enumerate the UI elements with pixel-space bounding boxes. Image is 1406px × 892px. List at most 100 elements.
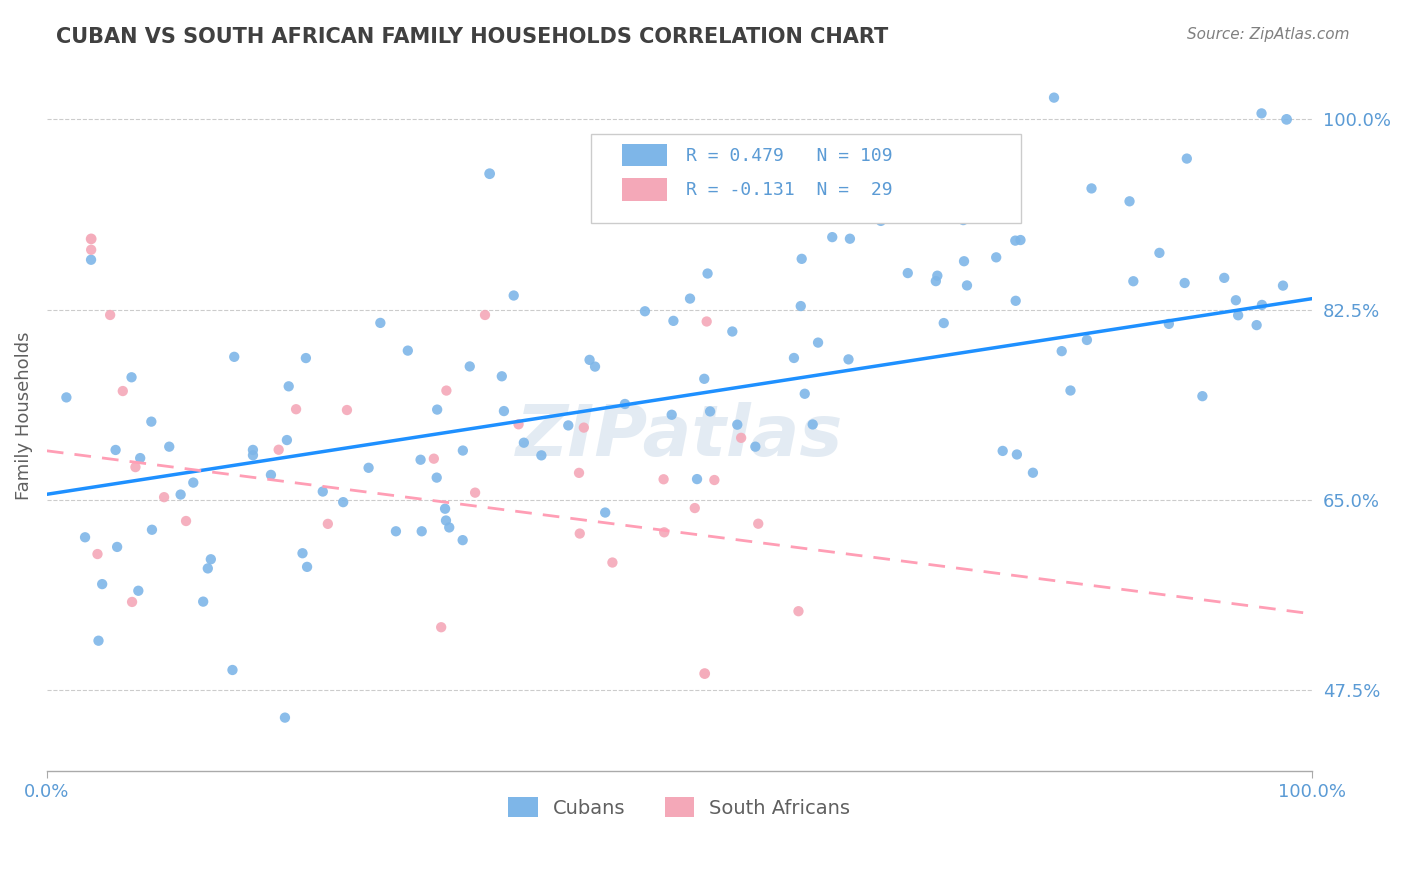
Point xyxy=(1149,245,1171,260)
Point xyxy=(181,475,204,490)
Point xyxy=(124,460,146,475)
Point xyxy=(1227,308,1250,322)
Point xyxy=(790,299,813,313)
Point xyxy=(927,268,949,283)
Point xyxy=(491,369,513,384)
Point xyxy=(1005,448,1028,462)
Point xyxy=(602,556,624,570)
Point xyxy=(568,526,591,541)
Point xyxy=(274,711,297,725)
Point xyxy=(838,232,860,246)
Point xyxy=(267,442,290,457)
Legend: Cubans, South Africans: Cubans, South Africans xyxy=(501,789,858,826)
Point xyxy=(679,292,702,306)
Point xyxy=(426,402,449,417)
Point xyxy=(790,252,813,266)
Point xyxy=(652,525,675,540)
Point xyxy=(121,595,143,609)
Point xyxy=(725,417,748,432)
Text: ZIPatlas: ZIPatlas xyxy=(516,402,844,471)
Point xyxy=(693,372,716,386)
Point xyxy=(1250,106,1272,120)
Point xyxy=(153,490,176,504)
Point xyxy=(1213,271,1236,285)
Point xyxy=(141,415,163,429)
Point xyxy=(73,530,96,544)
Point xyxy=(662,314,685,328)
Point xyxy=(1225,293,1247,308)
Point xyxy=(492,404,515,418)
Point xyxy=(312,484,335,499)
Point xyxy=(1275,112,1298,127)
Point xyxy=(530,448,553,462)
Point xyxy=(801,417,824,432)
Point xyxy=(121,370,143,384)
Point xyxy=(91,577,114,591)
Point xyxy=(111,384,134,398)
Point xyxy=(696,314,718,328)
Point xyxy=(661,408,683,422)
Point xyxy=(276,433,298,447)
Point xyxy=(1174,276,1197,290)
Point xyxy=(1157,317,1180,331)
Point xyxy=(127,583,149,598)
Point xyxy=(357,460,380,475)
Point xyxy=(474,308,496,322)
FancyBboxPatch shape xyxy=(623,144,666,167)
Point xyxy=(1191,389,1213,403)
Point xyxy=(513,435,536,450)
Point xyxy=(693,666,716,681)
Point xyxy=(1122,274,1144,288)
Point xyxy=(332,495,354,509)
Point xyxy=(1059,384,1081,398)
Point xyxy=(336,403,359,417)
Point xyxy=(291,546,314,560)
Point xyxy=(434,384,457,398)
Point xyxy=(837,352,859,367)
Point xyxy=(105,540,128,554)
Point xyxy=(197,561,219,575)
Point xyxy=(991,444,1014,458)
Point xyxy=(1246,318,1268,332)
Point xyxy=(87,633,110,648)
Point xyxy=(458,359,481,374)
Point xyxy=(502,288,524,302)
Point xyxy=(952,213,974,227)
Point xyxy=(744,440,766,454)
Point xyxy=(104,442,127,457)
Point xyxy=(925,274,948,288)
Point xyxy=(652,472,675,486)
Point xyxy=(634,304,657,318)
Point xyxy=(169,487,191,501)
Point xyxy=(1004,293,1026,308)
Point xyxy=(242,448,264,462)
Point xyxy=(730,431,752,445)
Point xyxy=(557,418,579,433)
Point xyxy=(1251,298,1274,312)
FancyBboxPatch shape xyxy=(591,135,1021,223)
Point xyxy=(686,472,709,486)
Point xyxy=(434,501,457,516)
Point xyxy=(260,467,283,482)
FancyBboxPatch shape xyxy=(623,178,666,201)
Point xyxy=(193,594,215,608)
Point xyxy=(703,473,725,487)
Point xyxy=(423,451,446,466)
Point xyxy=(370,316,392,330)
Point xyxy=(807,335,830,350)
Point xyxy=(1004,234,1026,248)
Point xyxy=(1010,233,1032,247)
Point xyxy=(787,604,810,618)
Text: R = -0.131  N =  29: R = -0.131 N = 29 xyxy=(686,181,893,199)
Point xyxy=(464,485,486,500)
Point xyxy=(613,397,636,411)
Point xyxy=(80,243,103,257)
Point xyxy=(821,230,844,244)
Text: CUBAN VS SOUTH AFRICAN FAMILY HOUSEHOLDS CORRELATION CHART: CUBAN VS SOUTH AFRICAN FAMILY HOUSEHOLDS… xyxy=(56,27,889,46)
Point xyxy=(141,523,163,537)
Point xyxy=(593,506,616,520)
Point xyxy=(426,470,449,484)
Point xyxy=(396,343,419,358)
Point xyxy=(956,278,979,293)
Point xyxy=(80,252,103,267)
